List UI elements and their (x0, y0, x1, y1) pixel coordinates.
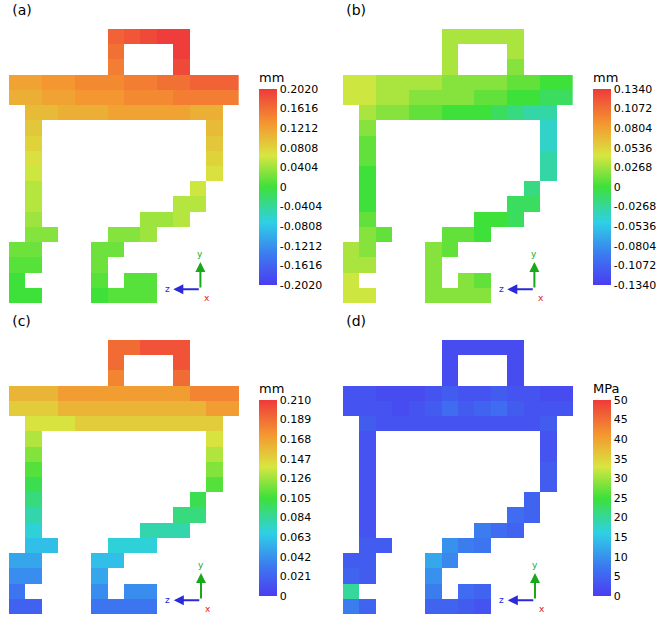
svg-text:0.1072: 0.1072 (614, 102, 653, 115)
svg-text:10: 10 (614, 551, 628, 564)
svg-text:0.021: 0.021 (280, 570, 312, 583)
svg-text:-0.1340: -0.1340 (614, 279, 656, 292)
svg-text:-0.1616: -0.1616 (280, 259, 322, 272)
svg-text:5: 5 (614, 570, 621, 583)
svg-text:0.0404: 0.0404 (280, 161, 319, 174)
svg-text:-0.0536: -0.0536 (614, 220, 656, 233)
svg-text:0.126: 0.126 (280, 472, 312, 485)
svg-text:mm: mm (259, 381, 284, 396)
svg-text:0.0804: 0.0804 (614, 122, 653, 135)
svg-text:x: x (204, 293, 210, 303)
svg-text:0.0536: 0.0536 (614, 142, 653, 155)
svg-text:45: 45 (614, 413, 628, 426)
svg-text:-0.0808: -0.0808 (280, 220, 322, 233)
svg-text:(a): (a) (12, 2, 32, 18)
svg-text:-0.0804: -0.0804 (614, 240, 656, 253)
svg-text:0.147: 0.147 (280, 453, 312, 466)
svg-text:0.0268: 0.0268 (614, 161, 653, 174)
svg-text:0: 0 (614, 181, 621, 194)
svg-text:40: 40 (614, 433, 628, 446)
svg-text:-0.1212: -0.1212 (280, 240, 322, 253)
svg-text:x: x (539, 604, 545, 614)
svg-text:15: 15 (614, 531, 628, 544)
svg-text:0: 0 (280, 181, 287, 194)
svg-text:0.105: 0.105 (280, 492, 312, 505)
svg-text:-0.0268: -0.0268 (614, 200, 656, 213)
svg-text:0.1212: 0.1212 (280, 122, 319, 135)
svg-text:0.2020: 0.2020 (280, 83, 319, 96)
svg-text:MPa: MPa (593, 381, 619, 396)
svg-text:0.168: 0.168 (280, 433, 312, 446)
svg-text:x: x (205, 604, 211, 614)
svg-text:35: 35 (614, 453, 628, 466)
svg-text:20: 20 (614, 511, 628, 524)
svg-text:0.042: 0.042 (280, 551, 312, 564)
svg-text:z: z (499, 595, 504, 605)
svg-text:0.0808: 0.0808 (280, 142, 319, 155)
svg-text:mm: mm (259, 70, 284, 85)
svg-text:y: y (197, 249, 203, 259)
svg-text:-0.2020: -0.2020 (280, 279, 322, 292)
svg-text:-0.0404: -0.0404 (280, 200, 322, 213)
svg-text:y: y (531, 249, 537, 259)
svg-text:(b): (b) (346, 2, 366, 18)
svg-text:0.1340: 0.1340 (614, 83, 653, 96)
svg-text:50: 50 (614, 394, 628, 407)
svg-text:0.1616: 0.1616 (280, 102, 319, 115)
svg-text:0: 0 (614, 590, 621, 603)
svg-text:z: z (165, 284, 170, 294)
svg-text:0: 0 (280, 590, 287, 603)
svg-text:y: y (532, 560, 538, 570)
svg-text:mm: mm (593, 70, 618, 85)
svg-text:-0.1072: -0.1072 (614, 259, 656, 272)
svg-text:(d): (d) (346, 313, 366, 329)
svg-text:z: z (165, 595, 170, 605)
svg-text:0.189: 0.189 (280, 413, 312, 426)
svg-text:0.063: 0.063 (280, 531, 312, 544)
svg-text:y: y (198, 560, 204, 570)
svg-text:30: 30 (614, 472, 628, 485)
svg-text:25: 25 (614, 492, 628, 505)
svg-text:0.210: 0.210 (280, 394, 312, 407)
svg-text:0.084: 0.084 (280, 511, 312, 524)
svg-text:z: z (499, 284, 504, 294)
svg-text:(c): (c) (12, 313, 31, 329)
svg-text:x: x (538, 293, 544, 303)
